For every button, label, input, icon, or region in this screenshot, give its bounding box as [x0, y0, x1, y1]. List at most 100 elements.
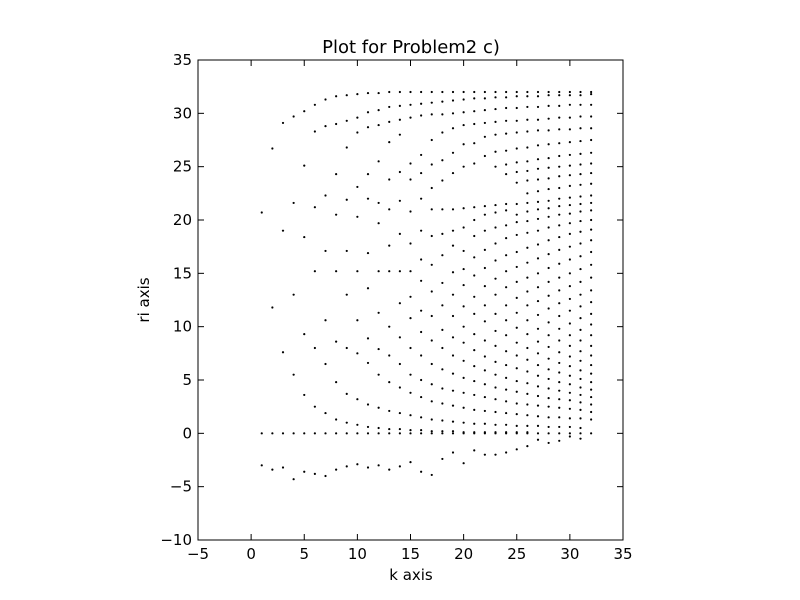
data-point — [494, 344, 497, 347]
data-point — [366, 361, 370, 365]
x-tick-label: 15 — [401, 545, 420, 563]
data-point — [558, 361, 561, 365]
data-point — [505, 350, 508, 353]
data-point — [441, 232, 444, 235]
data-point — [398, 302, 401, 305]
data-point — [505, 400, 508, 403]
data-point — [505, 304, 508, 307]
data-point — [430, 314, 433, 318]
data-point — [547, 207, 550, 210]
data-point — [536, 208, 540, 211]
data-point — [579, 393, 582, 397]
data-point — [579, 127, 582, 130]
data-point — [590, 127, 593, 130]
data-point — [536, 118, 540, 121]
data-point — [324, 432, 327, 435]
data-point — [568, 103, 571, 106]
data-point — [292, 478, 295, 481]
data-point — [462, 283, 465, 287]
data-point — [420, 330, 423, 334]
data-point — [547, 425, 550, 429]
data-point — [430, 138, 433, 142]
data-point — [441, 346, 444, 350]
data-point — [547, 266, 550, 270]
data-point — [558, 327, 561, 330]
data-point — [483, 409, 486, 413]
data-point — [558, 186, 561, 190]
y-tick-label: 20 — [173, 211, 192, 229]
data-point — [515, 413, 518, 416]
data-point — [409, 461, 412, 464]
data-point — [536, 438, 540, 441]
data-point — [494, 410, 497, 414]
data-point — [526, 392, 529, 395]
data-point — [377, 109, 380, 112]
data-point — [483, 432, 486, 435]
data-point — [409, 317, 412, 320]
data-point — [451, 372, 455, 375]
data-point — [430, 208, 433, 211]
y-tick-label: −5 — [170, 478, 192, 496]
data-point — [505, 119, 508, 122]
data-point — [388, 354, 391, 357]
data-point — [558, 439, 561, 442]
data-point — [366, 111, 370, 114]
data-point — [430, 473, 433, 477]
data-point — [526, 403, 529, 406]
data-point — [494, 226, 497, 229]
data-point — [483, 453, 486, 456]
data-point — [473, 256, 476, 259]
data-point — [547, 405, 550, 408]
y-tick-label: 30 — [173, 104, 192, 122]
data-point — [547, 226, 550, 229]
data-point — [526, 146, 529, 149]
data-point — [547, 416, 550, 419]
data-point — [547, 104, 550, 107]
data-point — [547, 117, 550, 120]
data-point — [568, 322, 571, 325]
data-point — [536, 257, 540, 260]
data-point — [536, 385, 540, 388]
data-point — [558, 128, 561, 131]
data-point — [590, 363, 593, 367]
data-point — [579, 386, 582, 389]
data-point — [505, 388, 508, 391]
data-point — [536, 105, 540, 109]
data-point — [409, 210, 412, 213]
data-point — [451, 314, 455, 318]
data-point — [568, 141, 571, 144]
data-point — [568, 435, 571, 438]
data-point — [568, 90, 571, 94]
data-point — [388, 432, 391, 435]
data-point — [473, 122, 476, 126]
data-point — [505, 149, 508, 152]
data-point — [515, 280, 518, 283]
data-point — [451, 271, 455, 274]
data-point — [515, 326, 518, 329]
data-point — [547, 166, 550, 169]
data-point — [462, 406, 465, 409]
data-point — [409, 373, 412, 376]
data-point — [590, 228, 593, 231]
data-point — [536, 129, 540, 132]
data-point — [579, 115, 582, 118]
data-point — [451, 420, 455, 423]
data-point — [568, 222, 571, 225]
data-point — [515, 265, 518, 269]
data-point — [515, 170, 518, 174]
data-point — [441, 368, 444, 371]
data-point — [303, 333, 306, 336]
data-point — [558, 389, 561, 392]
data-point — [356, 423, 359, 426]
data-point — [536, 432, 540, 435]
y-axis-label: ri axis — [135, 277, 153, 322]
data-point — [292, 293, 295, 296]
data-point — [579, 293, 582, 296]
data-point — [473, 422, 476, 425]
data-point — [579, 267, 582, 271]
data-point — [473, 365, 476, 368]
data-point — [536, 404, 540, 407]
data-point — [590, 263, 593, 266]
data-point — [430, 290, 433, 293]
data-point — [441, 281, 444, 285]
